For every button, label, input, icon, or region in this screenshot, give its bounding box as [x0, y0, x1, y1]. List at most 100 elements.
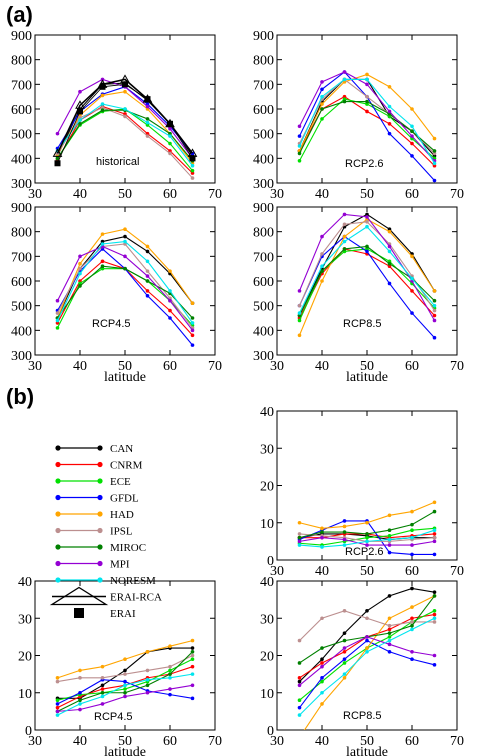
data-point-noresm [145, 259, 150, 264]
y-tick-label: 0 [267, 724, 274, 739]
data-point-noresm [387, 249, 392, 254]
data-point-noresm [342, 77, 347, 82]
data-point-mpi [297, 124, 302, 129]
x-tick-label: 40 [315, 564, 329, 579]
data-point-noresm [432, 161, 437, 166]
panel-label: RCP2.6 [345, 546, 384, 558]
data-point-noresm [387, 537, 392, 542]
y-tick-label: 500 [253, 300, 274, 315]
data-point-ece [365, 247, 369, 251]
x-tick-label: 60 [405, 187, 419, 202]
data-point-can [387, 227, 392, 231]
data-point-mpi [55, 298, 60, 303]
data-point-ece [320, 117, 324, 121]
data-point-had [297, 333, 302, 338]
data-point-mpi [342, 70, 347, 74]
data-point-noresm [123, 683, 127, 688]
data-point-cnrm [432, 163, 437, 168]
legend-label: MIROC [110, 542, 146, 554]
legend-label: CNRM [110, 460, 143, 472]
data-point-ipsl [78, 676, 82, 680]
data-point-had [342, 676, 347, 680]
data-point-ece [297, 159, 302, 163]
data-point-noresm [123, 107, 127, 111]
data-point-can [100, 683, 105, 688]
series-line-noresm [298, 78, 435, 164]
data-point-gfdl [123, 679, 127, 684]
data-point-noresm [432, 616, 437, 621]
y-tick-label: 600 [253, 103, 274, 118]
data-point-gfdl [55, 702, 60, 706]
data-point-had [320, 279, 324, 283]
data-point-noresm [297, 713, 302, 717]
data-point-gfdl [145, 294, 150, 298]
data-point-had [410, 509, 414, 514]
data-point-ipsl [100, 105, 105, 110]
data-point-can [320, 657, 324, 662]
series-line-can [299, 213, 435, 316]
data-point-can [100, 239, 105, 244]
data-point-can [145, 249, 150, 254]
data-point-noresm [78, 702, 82, 706]
panel-b-rcp26: 30 40 50 60 70 0 10 20 30 40 RCP2.6 [260, 405, 464, 579]
y-tick-label: 700 [11, 78, 32, 93]
y-tick-label: 700 [11, 250, 32, 265]
y-tick-label: 20 [260, 650, 274, 665]
data-point-miroc [145, 279, 150, 283]
data-point-miroc [123, 266, 127, 271]
data-point-cnrm [432, 313, 437, 318]
section-a-label: (a) [6, 2, 33, 27]
y-tick-label: 900 [253, 201, 274, 216]
legend-marker [97, 577, 103, 583]
x-tick-label: 60 [405, 564, 419, 579]
series-line-gfdl [57, 248, 193, 346]
data-point-had [365, 520, 369, 525]
data-point-miroc [410, 623, 414, 628]
data-point-noresm [342, 543, 347, 547]
data-point-miroc [320, 269, 324, 273]
data-point-miroc [78, 284, 82, 288]
section-b-label: (b) [6, 384, 34, 409]
legend-marker [74, 608, 84, 618]
data-point-noresm [55, 318, 60, 323]
data-point-mpi [190, 328, 195, 333]
data-point-had [320, 102, 324, 106]
data-point-ipsl [100, 676, 105, 680]
x-tick-label: 40 [315, 187, 329, 202]
legend-item-noresm: NORESM [55, 575, 156, 587]
y-tick-label: 40 [260, 575, 274, 590]
data-point-ece [297, 318, 302, 323]
data-point-ipsl [297, 532, 302, 536]
data-point-ece [387, 635, 392, 639]
data-point-ipsl [432, 151, 437, 156]
y-tick-label: 600 [11, 103, 32, 118]
data-point-cnrm [365, 109, 369, 114]
data-point-cnrm [410, 141, 414, 146]
data-point-noresm [410, 276, 414, 281]
legend-marker [97, 560, 103, 567]
data-point-miroc [365, 99, 369, 104]
y-tick-label: 300 [11, 349, 32, 364]
data-point-miroc [190, 316, 195, 320]
data-point-mpi [365, 82, 369, 87]
x-tick-label: 50 [118, 359, 132, 374]
series-line-noresm [299, 226, 435, 314]
data-point-mpi [410, 134, 414, 138]
data-point-had [190, 638, 195, 643]
data-point-mpi [365, 635, 369, 639]
x-tick-label: 50 [360, 187, 374, 202]
data-point-noresm [190, 321, 195, 325]
data-point-ipsl [190, 176, 195, 180]
data-point-noresm [297, 311, 302, 315]
y-tick-label: 10 [260, 517, 274, 532]
panel-a-rcp26: 30 40 50 60 70 300 400 500 600 700 800 900 RCP2.6 [253, 29, 464, 202]
data-point-can [432, 590, 437, 594]
data-point-mpi [410, 649, 414, 654]
data-point-miroc [410, 522, 414, 527]
legend-item-mpi: MPI [55, 559, 130, 571]
data-point-noresm [190, 163, 195, 168]
legend-marker [97, 527, 103, 534]
panel-label: RCP4.5 [92, 318, 131, 330]
data-point-cnrm [432, 532, 437, 536]
data-point-miroc [342, 638, 347, 643]
